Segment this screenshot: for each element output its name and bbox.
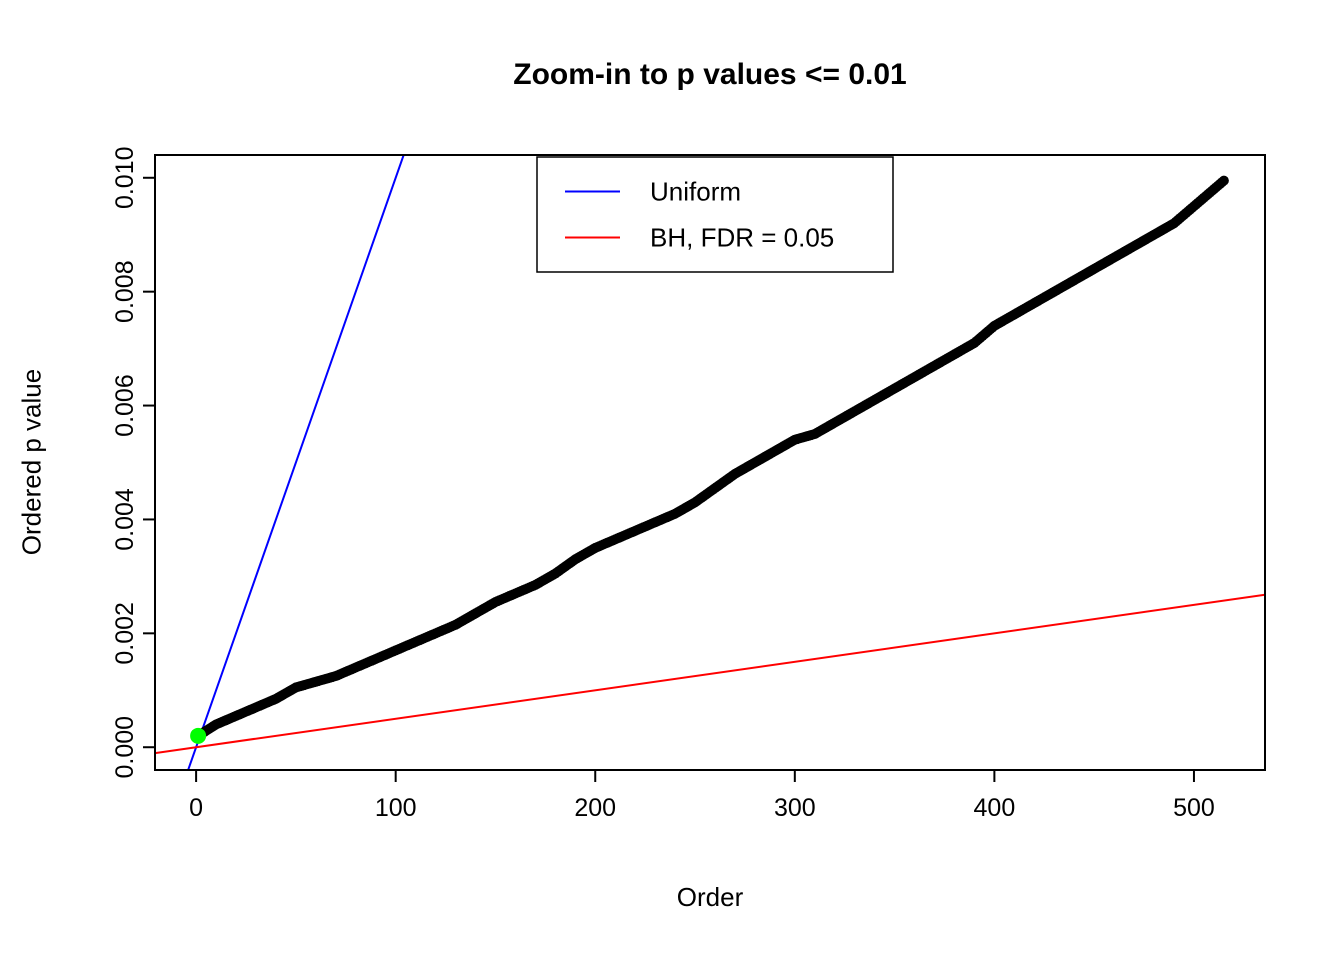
y-tick-label: 0.010 [111, 146, 139, 209]
legend-label: Uniform [650, 177, 741, 207]
y-tick-label: 0.006 [111, 374, 139, 437]
bh-fdr-line [155, 593, 1265, 755]
legend: Uniform BH, FDR = 0.05 [536, 156, 894, 273]
legend-box [536, 156, 894, 273]
y-tick-label: 0.002 [111, 602, 139, 665]
y-axis-label: Ordered p value [16, 368, 47, 556]
x-tick-label: 400 [974, 794, 1016, 822]
x-tick-label: 200 [574, 794, 616, 822]
y-tick-label: 0.008 [111, 260, 139, 323]
uniform-line [187, 155, 405, 770]
legend-label: BH, FDR = 0.05 [650, 223, 834, 253]
chart-title: Zoom-in to p values <= 0.01 [513, 58, 907, 91]
x-tick-label: 0 [189, 794, 203, 822]
y-tick-label: 0.000 [111, 716, 139, 779]
plot-border [154, 154, 1266, 771]
x-tick-label: 100 [375, 794, 417, 822]
plot-data-area [155, 155, 1265, 770]
x-tick-label: 500 [1173, 794, 1215, 822]
p-value-point [1218, 175, 1229, 186]
y-tick-label: 0.004 [111, 488, 139, 551]
x-axis-label: Order [676, 882, 744, 912]
significant-point [190, 727, 207, 744]
pvalue-points-series [193, 175, 1229, 741]
x-tick-label: 300 [774, 794, 816, 822]
